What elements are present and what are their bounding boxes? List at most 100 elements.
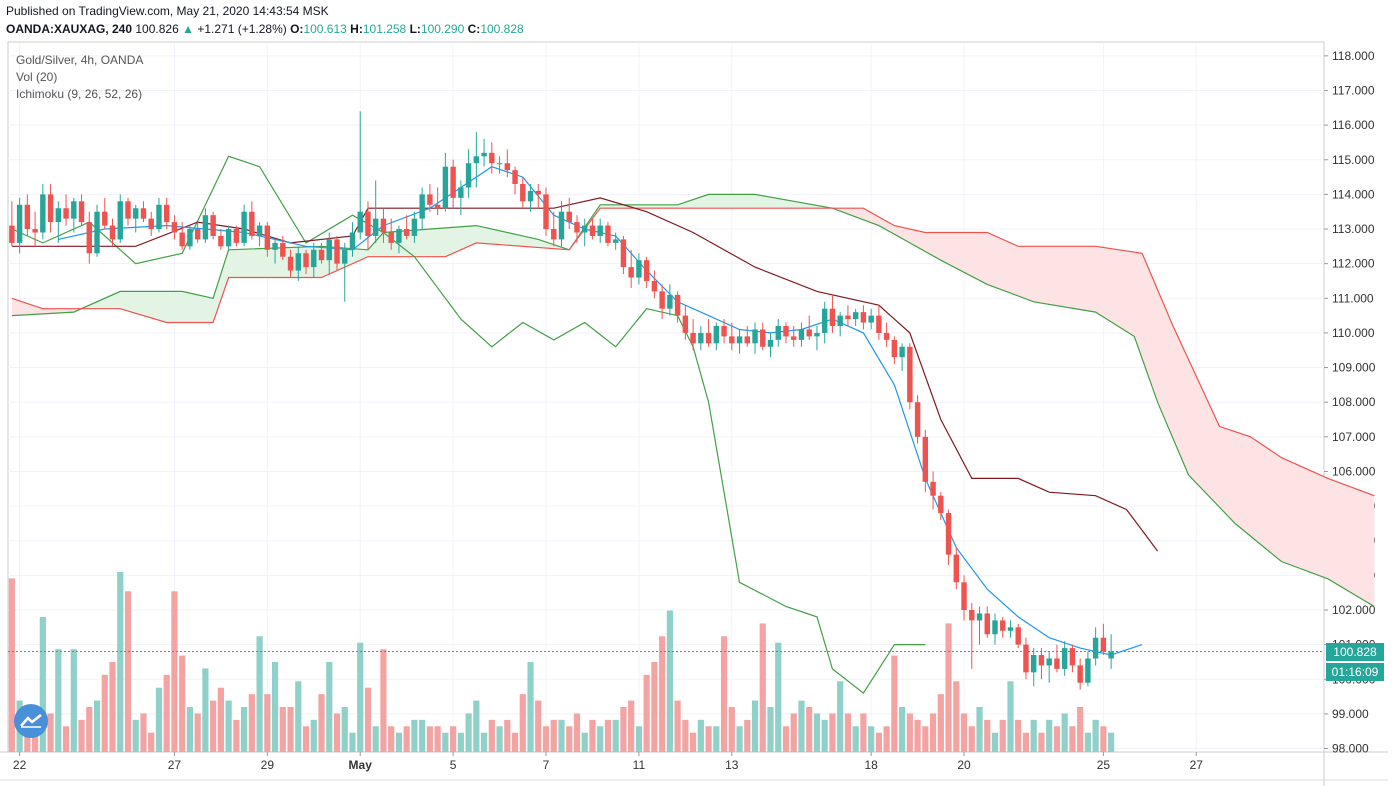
candle-body (481, 152, 487, 157)
candle-body (705, 332, 712, 344)
x-tick-label: 20 (957, 758, 971, 772)
volume-bar (643, 674, 650, 752)
volume-bar (1092, 719, 1099, 752)
volume-bar (984, 719, 991, 752)
volume-bar (604, 719, 612, 752)
volume-bar (101, 674, 108, 752)
volume-bar (357, 642, 364, 752)
candle-body (71, 201, 77, 219)
y-tick-label: 99.000 (1332, 707, 1369, 721)
candle-body (984, 613, 990, 635)
candle-body (233, 229, 240, 243)
candle-body (318, 249, 325, 261)
candle-body (899, 346, 905, 358)
volume-bar (728, 707, 735, 752)
x-tick-label: 18 (864, 758, 878, 772)
candle-body (729, 336, 735, 344)
legend-volume[interactable]: Vol (20) (16, 70, 58, 84)
candle-body (450, 166, 456, 198)
volume-bar (689, 732, 697, 752)
candle-body (582, 225, 588, 233)
volume-bar (937, 694, 944, 752)
candle-body (667, 294, 673, 309)
published-line: Published on TradingView.com, May 21, 20… (6, 4, 329, 18)
candle-body (891, 339, 898, 358)
volume-bar (697, 719, 704, 752)
candle-body (798, 329, 805, 340)
change-value: +1.271 (+1.28%) (197, 22, 287, 36)
candle-body (1061, 648, 1068, 669)
candle-body (388, 232, 394, 243)
volume-bar (682, 719, 689, 752)
y-tick-label: 102.000 (1332, 603, 1376, 617)
volume-bar (171, 591, 178, 752)
high-label: H: (350, 22, 363, 36)
candle-body (9, 225, 15, 243)
kumo-cloud-bullish (85, 194, 833, 323)
candle-body (752, 329, 758, 344)
volume-bar (744, 719, 751, 752)
candle-body (86, 222, 92, 254)
legend-main[interactable]: Gold/Silver, 4h, OANDA (16, 53, 144, 67)
x-tick-label: 27 (1190, 758, 1204, 772)
volume-bar (999, 719, 1006, 752)
candle-body (938, 495, 944, 514)
volume-bar (953, 681, 960, 752)
volume-bar (264, 694, 271, 752)
volume-bar (821, 719, 828, 752)
last-price: 100.826 (135, 22, 179, 36)
volume-bar (465, 713, 472, 752)
volume-bar (24, 726, 31, 752)
candle-body (458, 187, 464, 198)
volume-bar (1108, 732, 1115, 752)
candle-body (527, 190, 534, 202)
volume-bar (659, 636, 666, 752)
candle-body (342, 249, 348, 264)
volume-bar (117, 572, 124, 752)
candle-body (690, 332, 696, 344)
volume-bar (1084, 732, 1091, 752)
candle-body (628, 267, 634, 278)
tradingview-logo-icon[interactable] (14, 704, 48, 738)
candle-body (783, 326, 789, 337)
volume-bar (310, 719, 317, 752)
candle-body (140, 208, 147, 219)
volume-bar (790, 713, 797, 752)
volume-bar (364, 687, 372, 752)
candle-body (94, 211, 100, 254)
volume-bar (968, 726, 975, 752)
candle-body (55, 208, 62, 223)
candle-body (566, 211, 572, 223)
volume-bar (78, 719, 85, 752)
volume-bar (751, 700, 759, 752)
volume-bar (1015, 719, 1022, 752)
legend-ichimoku[interactable]: Ichimoku (9, 26, 52, 26) (16, 87, 143, 101)
volume-bar (759, 623, 766, 752)
volume-bar (666, 610, 673, 752)
volume-bar (93, 700, 101, 752)
close-value: 100.828 (480, 22, 524, 36)
candle-body (612, 239, 619, 243)
candle-body (465, 163, 472, 188)
y-tick-label: 108.000 (1332, 395, 1376, 409)
kumo-cloud-bearish (836, 208, 1375, 607)
volume-bar (651, 662, 658, 752)
candle-body (620, 239, 627, 268)
candle-body (1046, 658, 1052, 666)
volume-bar (558, 719, 565, 752)
candle-body (47, 194, 54, 223)
candle-body (32, 229, 38, 233)
symbol-label[interactable]: OANDA:XAUXAG, 240 (6, 22, 133, 36)
volume-bar (55, 649, 62, 752)
x-tick-label: 7 (543, 758, 550, 772)
candle-body (860, 312, 867, 323)
high-value: 101.258 (362, 22, 407, 36)
candle-body (953, 554, 960, 583)
candle-body (520, 184, 526, 202)
volume-bar (535, 700, 542, 752)
candle-body (419, 194, 425, 219)
y-tick-label: 115.000 (1332, 153, 1375, 167)
volume-bar (960, 713, 968, 752)
candle-body (117, 201, 123, 240)
